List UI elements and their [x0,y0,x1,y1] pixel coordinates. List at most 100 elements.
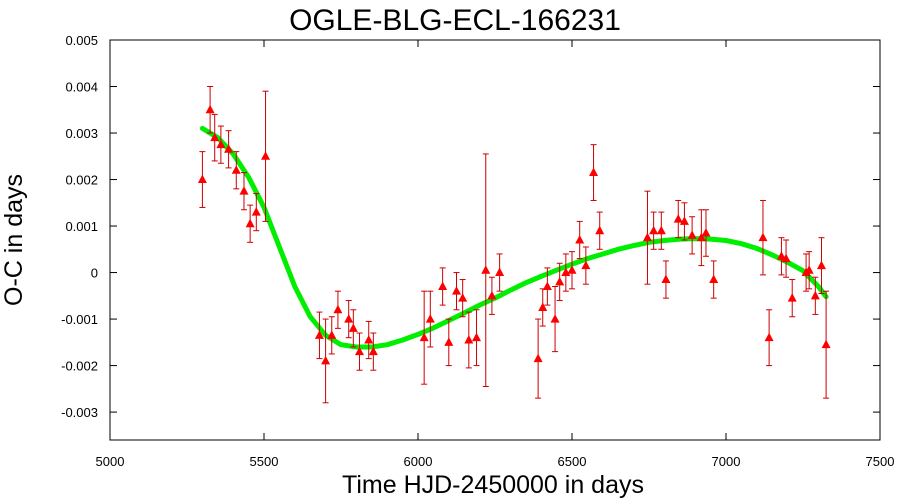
point-marker [444,337,454,346]
x-axis-label: Time HJD-2450000 in days [342,471,644,499]
data-point [687,216,697,255]
point-marker [764,332,774,342]
point-marker [464,335,474,344]
data-point [804,251,814,290]
point-marker [787,293,797,302]
point-marker [581,260,591,270]
data-point [261,90,271,222]
point-marker [348,323,358,332]
data-points-group [197,86,831,404]
data-point [776,237,786,276]
data-point [425,290,435,348]
x-tick-label: 6000 [404,454,433,469]
data-point [245,204,255,243]
data-point [419,290,429,385]
point-marker [821,339,831,349]
point-marker [327,330,337,339]
x-tick-label: 7000 [712,454,741,469]
point-marker [538,302,548,311]
point-marker [425,314,435,323]
data-point [661,260,671,299]
point-marker [781,253,791,263]
point-marker [216,139,226,149]
y-tick-label: 0.005 [65,33,98,48]
point-marker [696,232,706,242]
data-point [649,211,659,250]
data-point [575,220,585,260]
data-point [595,211,605,250]
data-point [197,151,207,208]
data-point [487,276,497,315]
data-point [327,316,337,355]
point-marker [758,232,768,242]
y-axis-label: O-C in days [0,174,28,306]
data-point [344,299,354,339]
point-marker [245,218,255,228]
y-tick-label: 0.002 [65,173,98,188]
data-point [495,253,505,292]
data-point [314,311,324,360]
y-tick-label: -0.002 [61,359,98,374]
point-marker [495,267,505,277]
fit-curve [199,125,829,350]
data-point [816,237,826,294]
point-marker [575,235,585,244]
data-point [216,125,226,164]
data-point [581,246,591,285]
point-marker [314,330,324,339]
point-marker [804,265,814,274]
point-marker [642,232,652,242]
point-marker [550,314,560,323]
x-tick-label: 5000 [96,454,125,469]
point-marker [419,332,429,342]
data-point [205,86,215,134]
point-marker [589,167,599,177]
data-point [438,267,448,306]
point-marker [472,332,482,342]
data-point [464,311,474,369]
point-marker [354,346,364,356]
point-marker [458,293,468,302]
point-marker [709,274,719,284]
data-point [210,113,220,162]
plot-frame [109,39,881,441]
point-marker [567,265,577,274]
x-tick-label: 6500 [558,454,587,469]
x-tick-label: 7500 [866,454,895,469]
data-point [709,260,719,299]
data-point [444,318,454,367]
point-marker [481,265,491,274]
data-point [354,332,364,371]
y-tick-label: 0.003 [65,126,98,141]
data-point [533,318,543,399]
point-marker [251,207,261,216]
data-point [642,190,652,285]
point-marker [364,335,374,344]
y-tick-label: -0.001 [61,312,98,327]
data-point [348,309,358,348]
data-point [589,144,599,201]
data-point [333,290,343,329]
point-marker [679,216,689,225]
point-marker [438,281,448,291]
data-point [452,272,461,311]
data-point [321,318,331,404]
point-marker [561,267,571,277]
data-point [555,262,565,301]
data-point [224,130,234,169]
data-point [821,290,831,399]
y-tick-label: 0.004 [65,80,98,95]
y-tick-label: -0.003 [61,405,98,420]
point-marker [368,346,378,356]
point-marker [542,281,552,291]
y-tick-label: 0.001 [65,219,98,234]
point-marker [656,225,666,235]
point-marker [210,132,220,142]
point-marker [452,286,461,295]
point-marker [701,228,711,237]
point-marker [231,165,241,174]
data-point [538,288,548,327]
fit-curve-group [199,125,829,350]
point-marker [776,251,786,260]
